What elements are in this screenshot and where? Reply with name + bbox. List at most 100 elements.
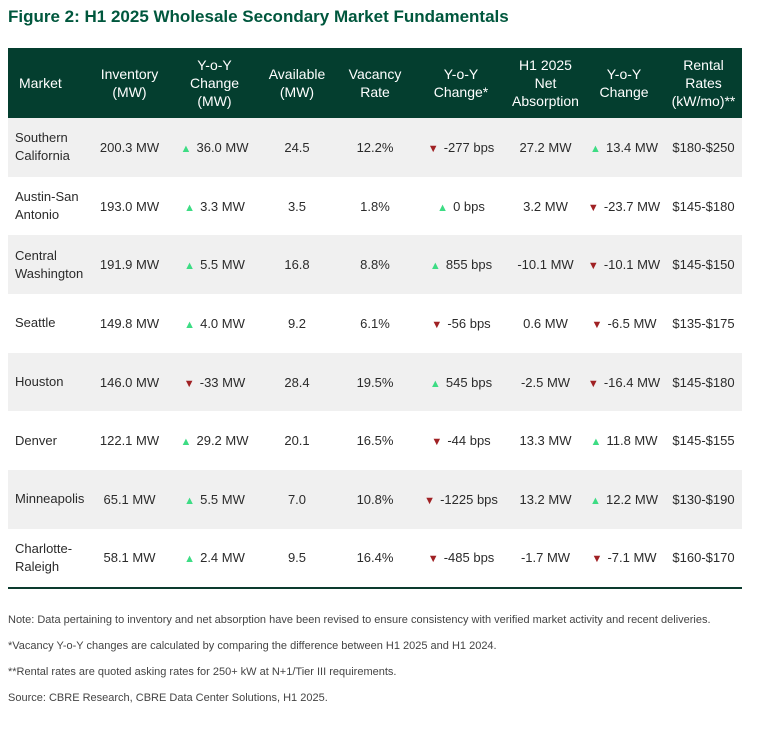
absorption-change-value: 12.2 MW (605, 491, 658, 507)
triangle-up-icon: ▲ (180, 436, 192, 449)
market-name: Seattle (15, 315, 56, 331)
rental-rates-value: $135-$175 (672, 315, 735, 331)
header-market: Market (19, 75, 62, 91)
net-absorption-value: 3.2 MW (523, 198, 568, 214)
absorption-change-value: 11.8 MW (606, 433, 658, 449)
header-inventory-change: Y-o-Y Change (MW) (189, 57, 240, 109)
inventory-value: 200.3 MW (99, 139, 160, 155)
inventory-change-value: 29.2 MW (196, 433, 249, 449)
triangle-down-icon: ▼ (427, 142, 439, 155)
table-row: Central Washington 191.9 MW ▲ 5.5 MW 16.8 8.8… (8, 235, 742, 295)
triangle-up-icon: ▲ (180, 142, 192, 155)
vacancy-change-cell: ▲ 855 bps (414, 235, 508, 294)
absorption-change-value: -23.7 MW (603, 198, 661, 214)
triangle-up-icon: ▲ (184, 553, 196, 566)
absorption-change-cell: ▼ -7.1 MW (583, 528, 665, 589)
source-line: Source: CBRE Research, CBRE Data Center … (8, 692, 328, 704)
header-absorption-change: Y-o-Y Change (599, 66, 649, 100)
triangle-down-icon: ▼ (424, 494, 436, 507)
triangle-up-icon: ▲ (590, 142, 601, 155)
available-value: 3.5 (287, 198, 307, 214)
absorption-change-cell: ▼ -10.1 MW (583, 235, 665, 294)
triangle-up-icon: ▲ (184, 201, 196, 214)
vacancy-change-value: -1225 bps (440, 491, 498, 507)
available-value: 9.2 (287, 315, 307, 331)
market-name: Minneapolis (15, 491, 85, 507)
net-absorption-value: 0.6 MW (523, 315, 568, 331)
triangle-down-icon: ▼ (183, 377, 195, 390)
inventory-change-cell: ▲ 4.0 MW (171, 294, 258, 353)
inventory-value: 58.1 MW (88, 528, 171, 589)
triangle-up-icon: ▲ (184, 494, 196, 507)
absorption-change-cell: ▼ -16.4 MW (583, 353, 665, 412)
inventory-change-value: 36.0 MW (196, 139, 249, 155)
absorption-change-cell: ▲ 13.4 MW (583, 118, 665, 177)
inventory-change-cell: ▼ -33 MW (171, 353, 258, 412)
triangle-down-icon: ▼ (587, 201, 599, 214)
vacancy-rate-value: 16.4% (336, 528, 414, 589)
triangle-up-icon: ▲ (437, 201, 449, 214)
inventory-change-cell: ▲ 36.0 MW (171, 118, 258, 177)
vacancy-change-cell: ▼ -277 bps (414, 118, 508, 177)
absorption-change-value: 13.4 MW (605, 139, 658, 155)
vacancy-rate-value: 10.8% (356, 491, 394, 507)
rental-rates-value: $145-$150 (672, 257, 735, 273)
table-body: Southern California 200.3 MW ▲ 36.0 MW 24.5 1… (8, 118, 742, 589)
vacancy-rate-value: 19.5% (356, 374, 394, 390)
net-absorption-value: 13.3 MW (519, 433, 572, 449)
header-vacancy-change: Y-o-Y Change* (433, 66, 489, 100)
header-rental-rates: Rental Rates (kW/mo)** (671, 57, 736, 109)
absorption-change-value: -7.1 MW (607, 550, 657, 566)
net-absorption-value: 27.2 MW (519, 139, 572, 155)
absorption-change-cell: ▲ 11.8 MW (583, 411, 665, 470)
table-row: Charlotte-Raleigh 58.1 MW ▲ 2.4 MW 9.5 16.4% ▼… (8, 528, 742, 589)
available-value: 24.5 (284, 139, 310, 155)
market-name: Central Washington (15, 247, 84, 281)
triangle-down-icon: ▼ (587, 377, 599, 390)
net-absorption-value: -1.7 MW (508, 528, 583, 589)
vacancy-rate-value: 1.8% (360, 198, 390, 214)
market-fundamentals-table: Market Inventory (MW) Y-o-Y Change (MW) … (8, 48, 742, 589)
table-row: Houston 146.0 MW ▼ -33 MW 28.4 19.5% ▲ 545 bps -… (8, 352, 742, 412)
rental-rates-value: $130-$190 (672, 491, 735, 507)
triangle-down-icon: ▼ (431, 318, 443, 331)
market-name: Southern California (15, 130, 70, 164)
inventory-value: 146.0 MW (99, 374, 160, 390)
table-row: Denver 122.1 MW ▲ 29.2 MW 20.1 16.5% ▼ -44 bps 1… (8, 411, 742, 471)
triangle-up-icon: ▲ (429, 260, 441, 273)
vacancy-change-cell: ▼ -56 bps (414, 294, 508, 353)
table-row: Minneapolis 65.1 MW ▲ 5.5 MW 7.0 10.8% ▼ -1225 … (8, 470, 742, 529)
figure-title: Figure 2: H1 2025 Wholesale Secondary Ma… (8, 7, 509, 26)
rental-rates-value: $145-$180 (672, 374, 735, 390)
rental-footnote: **Rental rates are quoted asking rates f… (8, 666, 397, 678)
inventory-change-value: -33 MW (199, 374, 246, 390)
rental-rates-value: $160-$170 (665, 528, 742, 589)
triangle-down-icon: ▼ (591, 553, 603, 566)
rental-rates-value: $145-$155 (672, 433, 735, 449)
vacancy-rate-value: 8.8% (360, 257, 390, 273)
inventory-value: 149.8 MW (99, 315, 160, 331)
inventory-change-cell: ▲ 29.2 MW (171, 411, 258, 470)
note-text: Note: Data pertaining to inventory and n… (8, 614, 711, 626)
available-value: 16.8 (284, 257, 310, 273)
triangle-up-icon: ▲ (184, 318, 196, 331)
market-name: Charlotte-Raleigh (8, 528, 88, 589)
inventory-value: 65.1 MW (103, 491, 156, 507)
inventory-change-cell: ▲ 2.4 MW (171, 528, 258, 589)
inventory-value: 191.9 MW (99, 257, 160, 273)
inventory-change-value: 4.0 MW (200, 315, 245, 331)
absorption-change-cell: ▲ 12.2 MW (583, 470, 665, 529)
vacancy-change-cell: ▲ 545 bps (414, 353, 508, 412)
absorption-change-value: -16.4 MW (603, 374, 661, 390)
header-vacancy-rate: Vacancy Rate (348, 66, 402, 100)
triangle-up-icon: ▲ (429, 377, 441, 390)
rental-rates-value: $180-$250 (672, 139, 735, 155)
triangle-up-icon: ▲ (184, 260, 196, 273)
vacancy-change-value: -485 bps (443, 550, 495, 566)
triangle-up-icon: ▲ (590, 436, 602, 449)
header-available: Available (MW) (268, 66, 326, 100)
available-value: 20.1 (284, 433, 310, 449)
vacancy-change-value: 545 bps (445, 374, 493, 390)
market-name: Houston (15, 374, 64, 390)
